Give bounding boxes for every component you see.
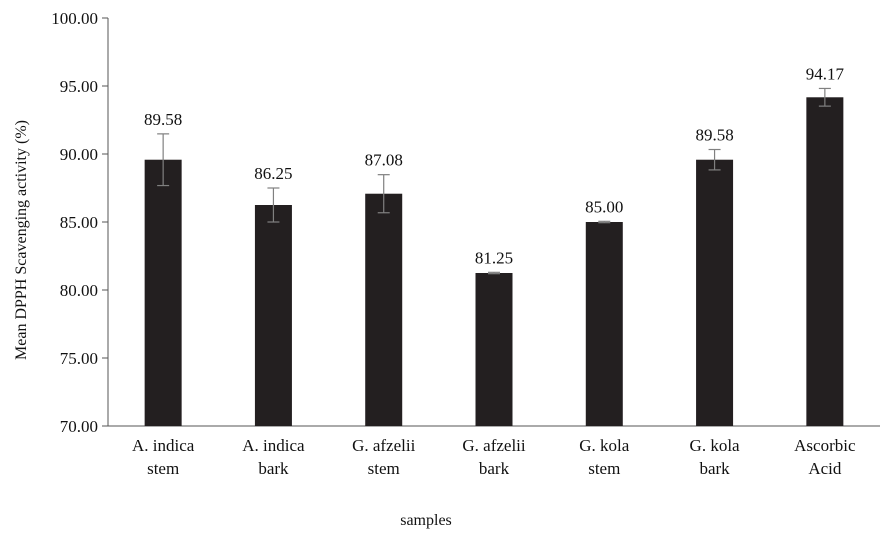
x-tick-label: G. afzelii bark [462,436,526,478]
error-bar [598,220,611,224]
data-label: 87.08 [365,151,403,170]
error-bar [818,87,831,107]
bar [806,97,844,427]
x-tick-label: G. kola bark [690,436,741,478]
y-axis-title: Mean DPPH Scavenging activity (%) [13,120,30,360]
data-label: 89.58 [144,110,182,129]
data-label: 85.00 [585,197,623,216]
y-tick-label: 95.00 [60,77,98,96]
y-tick-label: 90.00 [60,145,98,164]
y-tick-label: 100.00 [51,9,98,28]
x-tick-label: G. afzelii stem [352,436,416,478]
bar [696,159,734,426]
x-axis-title: samples [400,512,452,529]
y-tick-label: 75.00 [60,349,98,368]
error-bar [267,187,280,223]
error-bar [708,148,721,171]
y-axis-ticks: 70.00 75.00 80.00 85.00 90.00 95.00 100.00 [51,9,108,436]
data-label: 86.25 [254,164,292,183]
data-label: 89.58 [695,126,733,145]
bar [585,222,623,426]
x-tick-label: A. indica bark [242,436,305,478]
bar [475,273,513,426]
x-tick-label: G. kola stem [579,436,630,478]
bar [365,193,403,426]
x-tick-label: Ascorbic Acid [794,436,856,478]
y-tick-label: 80.00 [60,281,98,300]
data-label: 81.25 [475,248,513,267]
y-tick-label: 85.00 [60,213,98,232]
data-label: 94.17 [806,64,845,83]
error-bar [157,133,170,187]
bar [144,159,182,426]
bars: 89.58 86.25 87.08 81.25 85.00 89.58 94.17 [144,64,845,427]
error-bar [488,271,500,275]
error-bar [377,174,390,214]
y-tick-label: 70.00 [60,417,98,436]
bar [254,205,292,426]
x-tick-label: A. indica stem [132,436,195,478]
category-labels: A. indica stem A. indica bark G. afzelii stem… [132,436,856,478]
